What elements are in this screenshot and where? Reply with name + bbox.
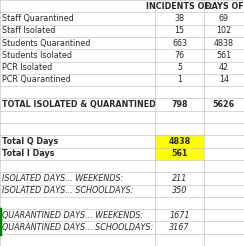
Bar [204, 111, 244, 123]
Bar [204, 123, 244, 135]
Bar [155, 148, 204, 160]
Bar [0, 74, 155, 86]
Bar [204, 86, 244, 98]
Bar [155, 197, 204, 209]
Bar [0, 98, 155, 111]
Text: 5: 5 [177, 63, 182, 72]
Text: 14: 14 [219, 76, 229, 84]
Text: ISOLATED DAYS... WEEKENDS:: ISOLATED DAYS... WEEKENDS: [2, 174, 123, 183]
Bar [204, 221, 244, 234]
Bar [204, 148, 244, 160]
Bar [204, 49, 244, 62]
Bar [204, 234, 244, 246]
Text: 15: 15 [174, 26, 185, 35]
Bar [155, 111, 204, 123]
Text: 1671: 1671 [169, 211, 190, 220]
Bar [0, 0, 155, 12]
Bar [0, 86, 155, 98]
Text: Staff Isolated: Staff Isolated [2, 26, 55, 35]
Bar [0, 172, 155, 184]
Text: ISOLATED DAYS... SCHOOLDAYS:: ISOLATED DAYS... SCHOOLDAYS: [2, 186, 133, 195]
Bar [204, 184, 244, 197]
Text: 561: 561 [171, 149, 188, 158]
Bar [0, 123, 155, 135]
Text: Total I Days: Total I Days [2, 149, 54, 158]
Bar [0, 209, 155, 221]
Bar [204, 74, 244, 86]
Bar [204, 135, 244, 148]
Bar [155, 86, 204, 98]
Text: DAYS OF: DAYS OF [204, 2, 243, 11]
Bar [204, 12, 244, 25]
Text: 4838: 4838 [214, 39, 234, 47]
Bar [155, 62, 204, 74]
Bar [155, 160, 204, 172]
Bar [155, 221, 204, 234]
Text: 798: 798 [171, 100, 188, 109]
Bar [155, 172, 204, 184]
Bar [155, 12, 204, 25]
Bar [204, 98, 244, 111]
Text: 3167: 3167 [169, 223, 190, 232]
Text: 663: 663 [172, 39, 187, 47]
Bar [204, 209, 244, 221]
Bar [155, 98, 204, 111]
Bar [155, 37, 204, 49]
Text: PCR Isolated: PCR Isolated [2, 63, 52, 72]
Bar [0, 25, 155, 37]
Bar [0, 12, 155, 25]
Text: Students Quarantined: Students Quarantined [2, 39, 90, 47]
Text: QUARANTINED DAYS... WEEKENDS:: QUARANTINED DAYS... WEEKENDS: [2, 211, 143, 220]
Text: 42: 42 [219, 63, 229, 72]
Bar [204, 0, 244, 12]
Bar [0, 62, 155, 74]
Bar [0, 111, 155, 123]
Text: Students Isolated: Students Isolated [2, 51, 72, 60]
Bar [155, 25, 204, 37]
Text: 561: 561 [216, 51, 231, 60]
Text: 76: 76 [174, 51, 185, 60]
Bar [0, 148, 155, 160]
Text: 1: 1 [177, 76, 182, 84]
Bar [0, 184, 155, 197]
Bar [155, 74, 204, 86]
Bar [155, 209, 204, 221]
Text: 38: 38 [175, 14, 184, 23]
Bar [0, 37, 155, 49]
Text: QUARANTINED DAYS... SCHOOLDAYS:: QUARANTINED DAYS... SCHOOLDAYS: [2, 223, 153, 232]
Text: Total Q Days: Total Q Days [2, 137, 58, 146]
Bar [204, 62, 244, 74]
Bar [0, 221, 155, 234]
Bar [0, 197, 155, 209]
Bar [155, 0, 204, 12]
Text: Staff Quarantined: Staff Quarantined [2, 14, 74, 23]
Text: PCR Quarantined: PCR Quarantined [2, 76, 71, 84]
Bar [155, 49, 204, 62]
Bar [204, 25, 244, 37]
Bar [155, 234, 204, 246]
Bar [155, 184, 204, 197]
Text: 5626: 5626 [213, 100, 235, 109]
Text: INCIDENTS OF:: INCIDENTS OF: [146, 2, 213, 11]
Bar [204, 37, 244, 49]
Text: 4838: 4838 [168, 137, 191, 146]
Text: 350: 350 [172, 186, 187, 195]
Bar [155, 135, 204, 148]
Bar [0, 234, 155, 246]
Bar [0, 49, 155, 62]
Text: TOTAL ISOLATED & QUARANTINED: TOTAL ISOLATED & QUARANTINED [2, 100, 156, 109]
Text: 69: 69 [219, 14, 229, 23]
Bar [0, 160, 155, 172]
Text: 102: 102 [216, 26, 231, 35]
Bar [204, 160, 244, 172]
Bar [155, 123, 204, 135]
Text: 211: 211 [172, 174, 187, 183]
Bar [204, 197, 244, 209]
Bar [0, 135, 155, 148]
Bar [204, 172, 244, 184]
